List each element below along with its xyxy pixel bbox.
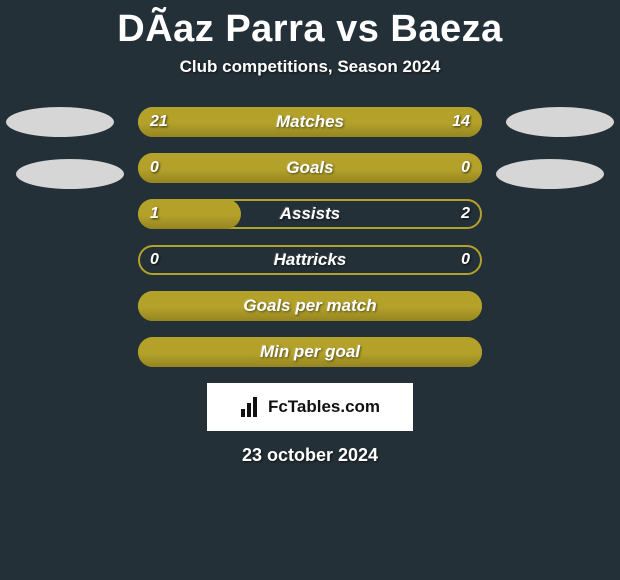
stat-value-right: 2 [461,199,470,229]
stat-label: Goals per match [138,291,482,321]
stat-label: Goals [138,153,482,183]
comparison-chart: Matches2114Goals00Assists12Hattricks00Go… [0,107,620,367]
date-text: 23 october 2024 [0,445,620,466]
bars-icon [240,397,262,417]
side-ellipse [496,159,604,189]
page-title: DÃ­az Parra vs Baeza [0,0,620,51]
stat-value-left: 1 [150,199,159,229]
stat-value-left: 21 [150,107,168,137]
stat-value-left: 0 [150,153,159,183]
stat-label: Matches [138,107,482,137]
stat-label: Hattricks [138,245,482,275]
stat-value-left: 0 [150,245,159,275]
stat-value-right: 14 [452,107,470,137]
stat-row: Hattricks0 0 [138,245,482,275]
source-badge: FcTables.com [207,383,413,431]
stat-row: Min per goal [138,337,482,367]
stat-value-right: 0 [461,153,470,183]
stat-row: Goals0 0 [138,153,482,183]
stat-row: Assists1 2 [138,199,482,229]
stat-row: Matches21 14 [138,107,482,137]
stat-value-right: 0 [461,245,470,275]
stat-label: Min per goal [138,337,482,367]
page-subtitle: Club competitions, Season 2024 [0,57,620,77]
side-ellipse [6,107,114,137]
side-ellipse [16,159,124,189]
side-ellipse [506,107,614,137]
stat-label: Assists [138,199,482,229]
stat-row: Goals per match [138,291,482,321]
source-badge-text: FcTables.com [268,397,380,417]
